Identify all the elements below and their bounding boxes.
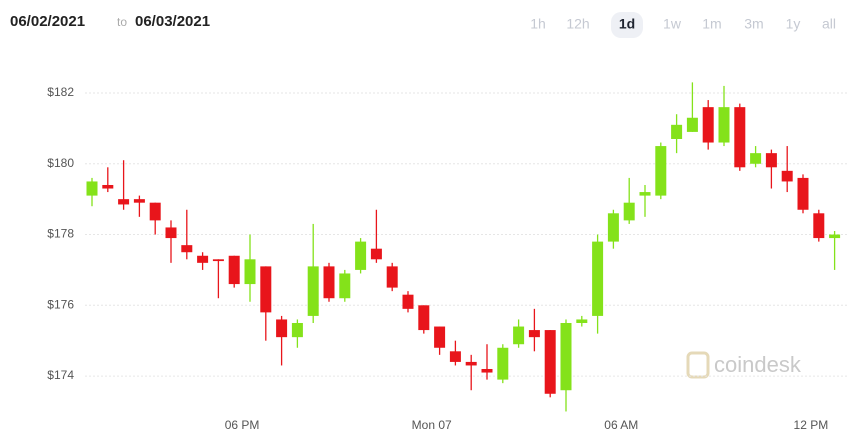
y-tick-label: $182 bbox=[47, 85, 74, 99]
candle-body bbox=[607, 213, 619, 242]
candle-body bbox=[750, 153, 762, 164]
candle-body bbox=[165, 227, 177, 239]
candle-body bbox=[481, 368, 493, 373]
date-to-word: to bbox=[117, 15, 127, 29]
candle-body bbox=[497, 347, 509, 380]
candle-body bbox=[734, 107, 746, 168]
candle-body bbox=[639, 192, 651, 196]
candle-body bbox=[623, 202, 635, 221]
candle-body bbox=[323, 266, 335, 299]
candle-body bbox=[402, 294, 414, 309]
candle-body bbox=[260, 266, 272, 313]
candle-body bbox=[592, 241, 604, 316]
candle-body bbox=[370, 248, 382, 260]
range-button[interactable]: 1y bbox=[786, 16, 801, 32]
candle-body bbox=[86, 181, 98, 196]
range-active-bg bbox=[611, 12, 643, 38]
y-tick-label: $178 bbox=[47, 227, 74, 241]
candle-body bbox=[228, 255, 240, 285]
candle-body bbox=[813, 213, 825, 239]
date-to: 06/03/2021 bbox=[135, 13, 210, 30]
candle-body bbox=[686, 117, 698, 132]
candle-body bbox=[181, 245, 193, 253]
candle-body bbox=[765, 153, 777, 168]
range-button[interactable]: 3m bbox=[744, 16, 763, 32]
range-button[interactable]: all bbox=[822, 16, 836, 32]
x-tick-label: Mon 07 bbox=[412, 418, 452, 432]
candle-body bbox=[449, 351, 461, 362]
range-buttons: 1h 12h 1d 1w 1m 3m 1y all bbox=[530, 12, 836, 38]
candle-body bbox=[781, 170, 793, 182]
candle-body bbox=[528, 330, 540, 338]
range-button[interactable]: 1w bbox=[663, 16, 682, 32]
candle-body bbox=[544, 330, 556, 394]
candle-body bbox=[276, 319, 288, 338]
candle-body bbox=[118, 199, 130, 205]
date-from: 06/02/2021 bbox=[10, 13, 85, 30]
candle-body bbox=[797, 177, 809, 210]
x-tick-label: 06 PM bbox=[225, 418, 260, 432]
candle-body bbox=[829, 234, 841, 239]
candle-body bbox=[386, 266, 398, 288]
candle-body bbox=[339, 273, 351, 299]
candle-body bbox=[418, 305, 430, 331]
candle-body bbox=[244, 259, 256, 285]
x-tick-label: 06 AM bbox=[604, 418, 638, 432]
range-button[interactable]: 1m bbox=[702, 16, 721, 32]
candle-body bbox=[133, 199, 145, 203]
range-button[interactable]: 1d bbox=[619, 16, 635, 32]
candle-body bbox=[291, 322, 303, 338]
y-tick-label: $176 bbox=[47, 297, 74, 311]
x-tick-label: 12 PM bbox=[794, 418, 829, 432]
range-button[interactable]: 1h bbox=[530, 16, 546, 32]
range-button[interactable]: 12h bbox=[566, 16, 589, 32]
candle-body bbox=[149, 202, 161, 221]
candle-body bbox=[465, 361, 477, 366]
candle-body bbox=[655, 146, 667, 196]
candle-body bbox=[434, 326, 446, 348]
candle-body bbox=[212, 259, 224, 262]
y-tick-label: $180 bbox=[47, 156, 74, 170]
candle-body bbox=[307, 266, 319, 316]
candle-body bbox=[702, 107, 714, 143]
candle-body bbox=[102, 184, 114, 189]
candle-body bbox=[560, 322, 572, 391]
watermark-logo: coindesk bbox=[686, 351, 802, 379]
candle-body bbox=[576, 319, 588, 323]
candle-body bbox=[355, 241, 367, 270]
candle-body bbox=[718, 107, 730, 143]
y-tick-label: $174 bbox=[47, 368, 74, 382]
candle-body bbox=[513, 326, 525, 345]
candle-body bbox=[671, 124, 683, 139]
candle-body bbox=[197, 255, 209, 263]
watermark: coindesk bbox=[714, 352, 802, 377]
